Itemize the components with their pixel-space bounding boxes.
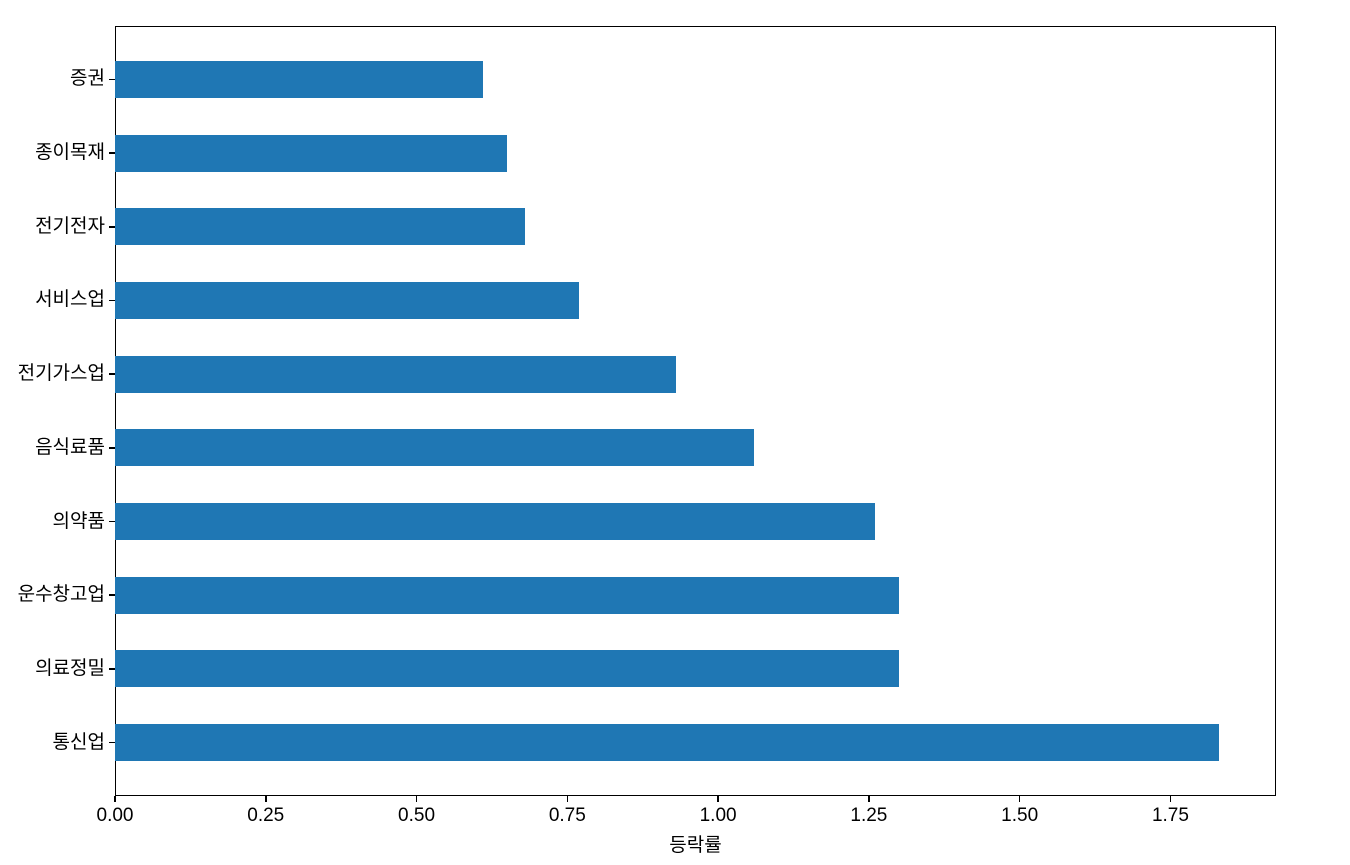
- y-tick-mark: [109, 594, 115, 596]
- chart-bar: [115, 576, 900, 614]
- y-tick-mark: [109, 668, 115, 670]
- x-tick-mark: [1169, 796, 1172, 802]
- y-tick-mark: [109, 447, 115, 449]
- y-tick-label: 종이목재: [35, 142, 105, 164]
- chart-bar: [115, 282, 580, 319]
- chart-bar: [115, 208, 526, 246]
- chart-bar: [115, 503, 875, 540]
- y-tick-mark: [109, 520, 115, 523]
- x-tick-mark: [566, 796, 569, 802]
- x-tick-label: 1.50: [1001, 805, 1039, 826]
- chart-bar: [115, 724, 1219, 761]
- x-tick-mark: [265, 796, 267, 802]
- x-tick-mark: [114, 796, 116, 802]
- y-tick-label: 서비스업: [35, 289, 105, 311]
- y-tick-label: 전기가스업: [17, 363, 105, 385]
- chart-bar: [115, 429, 755, 467]
- y-tick-label: 운수창고업: [17, 584, 105, 606]
- y-tick-mark: [109, 741, 115, 744]
- chart-bar: [115, 355, 676, 393]
- x-tick-mark: [415, 796, 418, 802]
- y-tick-mark: [109, 152, 115, 154]
- y-tick-mark: [109, 299, 115, 302]
- x-tick-label: 0.00: [96, 805, 134, 826]
- y-tick-mark: [109, 226, 115, 228]
- y-tick-label: 증권: [70, 68, 105, 90]
- y-tick-label: 음식료품: [35, 436, 105, 458]
- chart-bar: [115, 134, 508, 172]
- x-tick-label: 1.00: [699, 805, 737, 826]
- x-tick-mark: [1018, 796, 1021, 802]
- x-tick-label: 1.75: [1151, 805, 1189, 826]
- y-tick-label: 의료정밀: [35, 657, 105, 679]
- y-tick-label: 전기전자: [35, 215, 105, 237]
- x-tick-label: 0.75: [548, 805, 586, 826]
- x-tick-label: 0.50: [398, 805, 436, 826]
- chart-bar: [115, 61, 483, 98]
- x-axis-title: 등락률: [669, 835, 722, 856]
- y-tick-label: 의약품: [52, 510, 105, 532]
- y-tick-mark: [109, 78, 115, 81]
- x-tick-mark: [717, 796, 719, 802]
- x-tick-label: 0.25: [247, 805, 285, 826]
- chart-bar: [115, 650, 900, 688]
- x-tick-mark: [868, 796, 870, 802]
- x-tick-label: 1.25: [850, 805, 888, 826]
- y-tick-mark: [109, 373, 115, 375]
- y-tick-label: 통신업: [52, 731, 105, 753]
